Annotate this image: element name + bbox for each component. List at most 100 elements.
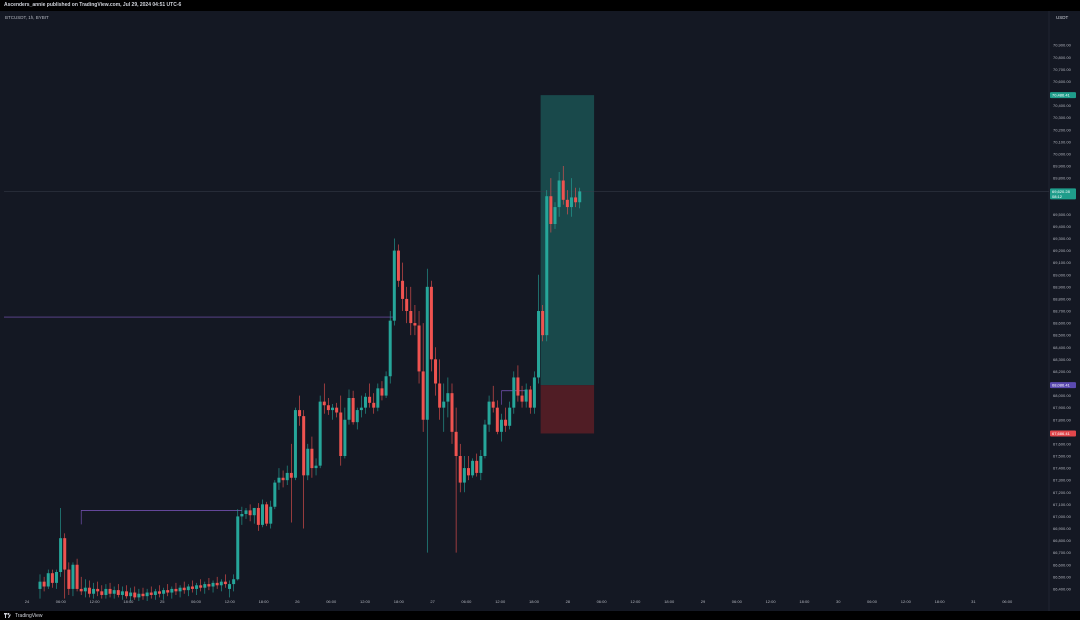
candle-body [157,591,161,594]
candle-body [302,416,306,476]
candle-body [434,359,438,384]
candle-body [260,504,264,525]
candle-body [401,280,405,299]
candle-body [520,395,524,402]
price-tick-label: 70,300.00 [1053,115,1072,120]
candle-body [376,388,380,408]
candle-body [524,389,528,402]
candle-body [549,196,553,224]
target-zone [540,95,595,386]
price-axis-background[interactable] [1049,11,1080,611]
price-tick-label: 67,900.00 [1053,405,1072,410]
candle-body [565,199,569,208]
price-tick-label: 70,900.00 [1053,43,1072,48]
candle-body [310,448,314,469]
price-tick-label: 66,400.00 [1053,586,1072,591]
position-zones[interactable] [4,95,1049,434]
tradingview-logo-icon [4,613,11,618]
candle-body [438,383,442,408]
time-tick-label: 29 [701,599,706,604]
price-tick-label: 68,900.00 [1053,284,1072,289]
candle-body [462,468,466,483]
candle-body [318,401,322,466]
candle-body [166,590,170,593]
candle-body [141,593,145,597]
time-tick-label: 06:00 [56,599,67,604]
price-tick-label: 68,500.00 [1053,333,1072,338]
stop-zone [540,385,595,434]
candle-body [545,196,549,336]
candle-body [133,592,137,598]
price-tick-label: 69,200.00 [1053,248,1072,253]
candle-body [273,482,277,507]
candle-body [125,591,129,597]
time-tick-label: 28 [566,599,571,604]
candle-body [67,569,71,589]
candle-body [129,592,133,597]
candle-body [281,477,285,481]
price-tick-label: 69,000.00 [1053,272,1072,277]
time-tick-label: 18:00 [529,599,540,604]
candle-body [483,424,487,456]
candle-body [215,582,219,586]
candle-body [372,402,376,408]
candle-body [450,393,454,432]
candle-body [528,389,532,408]
time-tick-label: 06:00 [191,599,202,604]
candle-body [359,407,363,411]
price-tick-label: 67,300.00 [1053,478,1072,483]
time-tick-label: 25 [160,599,165,604]
candle-body [71,564,75,589]
price-chart[interactable]: BTCUSDT, 1h, BYBIT USDT 70,900.00 70,800.… [0,11,1080,611]
attribution-bar: Ascenders_annie published on TradingView… [0,0,1080,11]
candle-body [100,591,104,595]
candle-body [347,398,351,420]
chart-background [0,11,1049,611]
price-tick-label: 67,600.00 [1053,441,1072,446]
candle-body [178,587,182,592]
price-tick-label: 69,500.00 [1053,212,1072,217]
price-tick-label: 68,000.00 [1053,393,1072,398]
candle-body [405,298,409,311]
symbol-label[interactable]: BTCUSDT, 1h, BYBIT [5,15,49,20]
price-tick-label: 70,200.00 [1053,127,1072,132]
candle-body [471,460,475,476]
time-tick-label: 27 [430,599,435,604]
tradingview-logo[interactable]: TradingView [4,613,43,619]
candle-body [112,590,116,594]
price-tick-label: 70,800.00 [1053,55,1072,60]
candle-body [578,191,582,203]
candle-body [137,593,141,598]
candle-body [339,412,343,456]
candle-body [277,477,281,483]
candle-body [569,197,573,208]
candle-body [442,401,446,408]
price-tick-label: 67,800.00 [1053,417,1072,422]
attribution-text: Ascenders_annie published on TradingView… [4,2,182,8]
candle-body [557,180,561,208]
candle-body [363,396,367,408]
candle-body [512,377,516,408]
candle-body [479,456,483,473]
candle-body [63,538,67,570]
time-tick-label: 24 [25,599,30,604]
last-price-badge-label: 69,620.28 [1052,189,1071,194]
candle-body [269,506,273,524]
time-axis-ticks: 24 06:00 12:00 18:00 25 06:00 12:00 18:00 26 06:0… [25,599,1013,604]
candle-body [380,388,384,396]
candle-body [314,465,318,469]
candle-body [199,585,203,588]
candle-body [322,401,326,406]
candle-body [116,590,120,595]
price-unit-label[interactable]: USDT [1056,15,1069,20]
candle-body [384,376,388,396]
candle-body [240,514,244,517]
candle-body [228,584,232,589]
candle-body [219,581,223,586]
candle-body [186,586,190,591]
time-tick-label: 18:00 [935,599,946,604]
candle-body [574,197,578,203]
candle-body [42,581,46,587]
candle-body [388,320,392,377]
